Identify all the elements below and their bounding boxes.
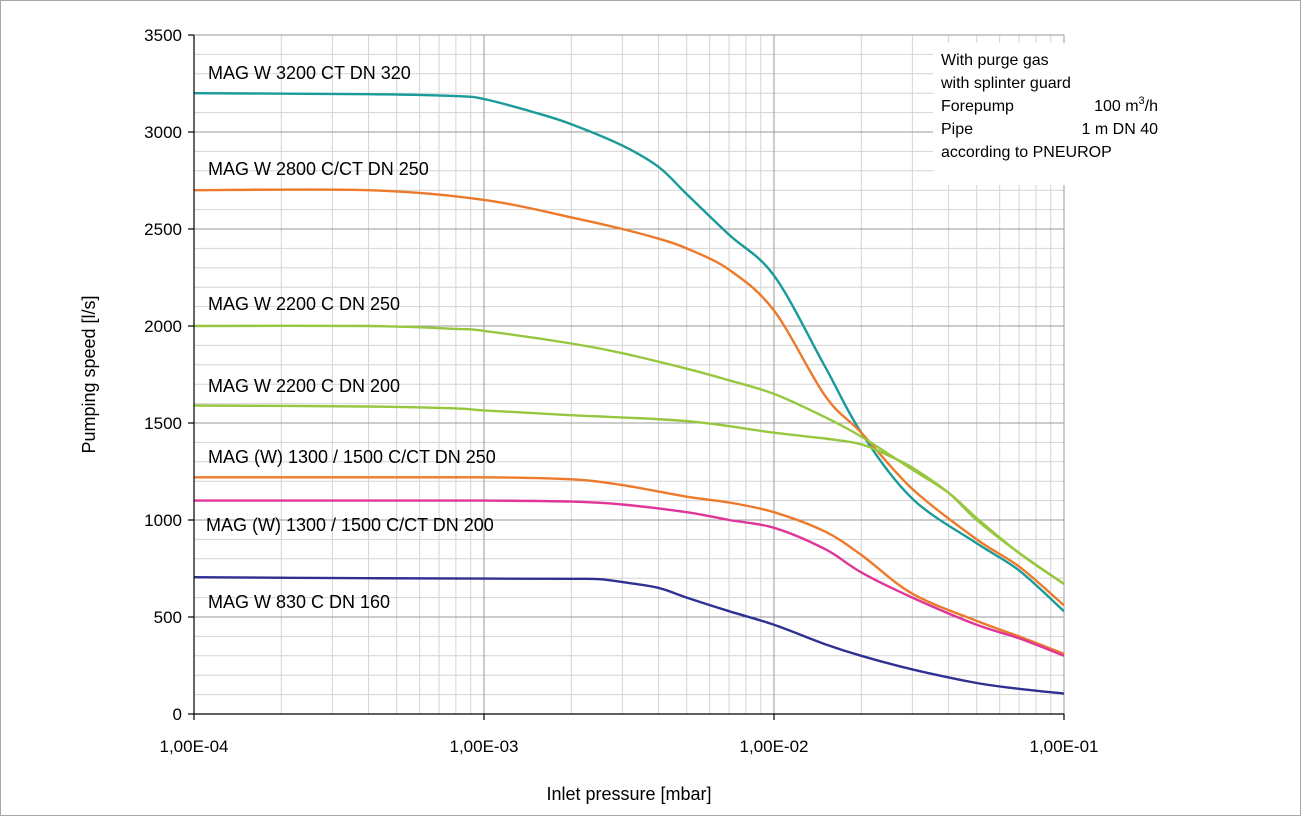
y-tick-label: 500	[154, 608, 182, 627]
series-line-mag-w-1300-1500-c-ct-dn250	[194, 475, 1065, 656]
note-forepump-label: Forepump	[941, 98, 1014, 115]
series-line-mag-w-2200-c-dn200	[193, 404, 1065, 585]
note-pipe-label: Pipe	[941, 121, 973, 138]
note-splinter-guard: with splinter guard	[940, 75, 1071, 92]
y-tick-label: 2000	[144, 317, 182, 336]
series-label-mag-w-1300-1500-c-ct-dn200: MAG (W) 1300 / 1500 C/CT DN 200	[206, 515, 494, 535]
x-tick-label: 1,00E-04	[160, 737, 229, 756]
note-pneurop: according to PNEUROP	[941, 144, 1112, 161]
x-axis-title: Inlet pressure [mbar]	[546, 784, 711, 804]
note-forepump-value: 100 m3/h	[1094, 95, 1158, 115]
note-pipe-value: 1 m DN 40	[1082, 121, 1159, 138]
y-tick-label: 1000	[144, 511, 182, 530]
x-tick-label: 1,00E-01	[1030, 737, 1099, 756]
y-tick-label: 3000	[144, 123, 182, 142]
axes-layer	[188, 34, 1065, 720]
series-line-mag-w-3200-ct-dn320	[193, 92, 1065, 613]
series-line-mag-w-2800-c-ct-dn250	[193, 188, 1065, 607]
series-label-mag-w-830-c-dn160: MAG W 830 C DN 160	[208, 592, 390, 612]
series-line-mag-w-1300-1500-c-ct-dn200	[194, 499, 1065, 657]
x-tick-label: 1,00E-03	[450, 737, 519, 756]
y-tick-label: 0	[173, 705, 182, 724]
x-tick-label: 1,00E-02	[740, 737, 809, 756]
series-label-mag-w-2200-c-dn250: MAG W 2200 C DN 250	[208, 294, 400, 314]
series-layer	[193, 92, 1065, 695]
note-forepump-unit: /h	[1145, 98, 1158, 115]
annotation-background	[933, 43, 1165, 185]
note-forepump-number: 100 m	[1094, 98, 1138, 115]
series-line-mag-w-830-c-dn160	[193, 576, 1065, 695]
y-tick-label: 2500	[144, 220, 182, 239]
tick-labels: 0 500 1000 1500 2000 2500 3000 3500 1,00E-04 1,00…	[144, 26, 1098, 756]
series-labels: MAG W 3200 CT DN 320 MAG W 2800 C/CT DN 2…	[206, 63, 496, 612]
note-purge-gas: With purge gas	[941, 52, 1049, 69]
annotation-notes: With purge gas with splinter guard Forep…	[940, 52, 1158, 161]
series-label-mag-w-2800-c-ct-dn250: MAG W 2800 C/CT DN 250	[208, 159, 429, 179]
series-label-mag-w-1300-1500-c-ct-dn250: MAG (W) 1300 / 1500 C/CT DN 250	[208, 447, 496, 467]
y-tick-label: 1500	[144, 414, 182, 433]
y-tick-label: 3500	[144, 26, 182, 45]
note-forepump-superscript: 3	[1139, 95, 1145, 107]
series-label-mag-w-2200-c-dn200: MAG W 2200 C DN 200	[208, 376, 400, 396]
y-axis-title: Pumping speed [l/s]	[79, 295, 99, 453]
series-label-mag-w-3200-ct-dn320: MAG W 3200 CT DN 320	[208, 63, 411, 83]
